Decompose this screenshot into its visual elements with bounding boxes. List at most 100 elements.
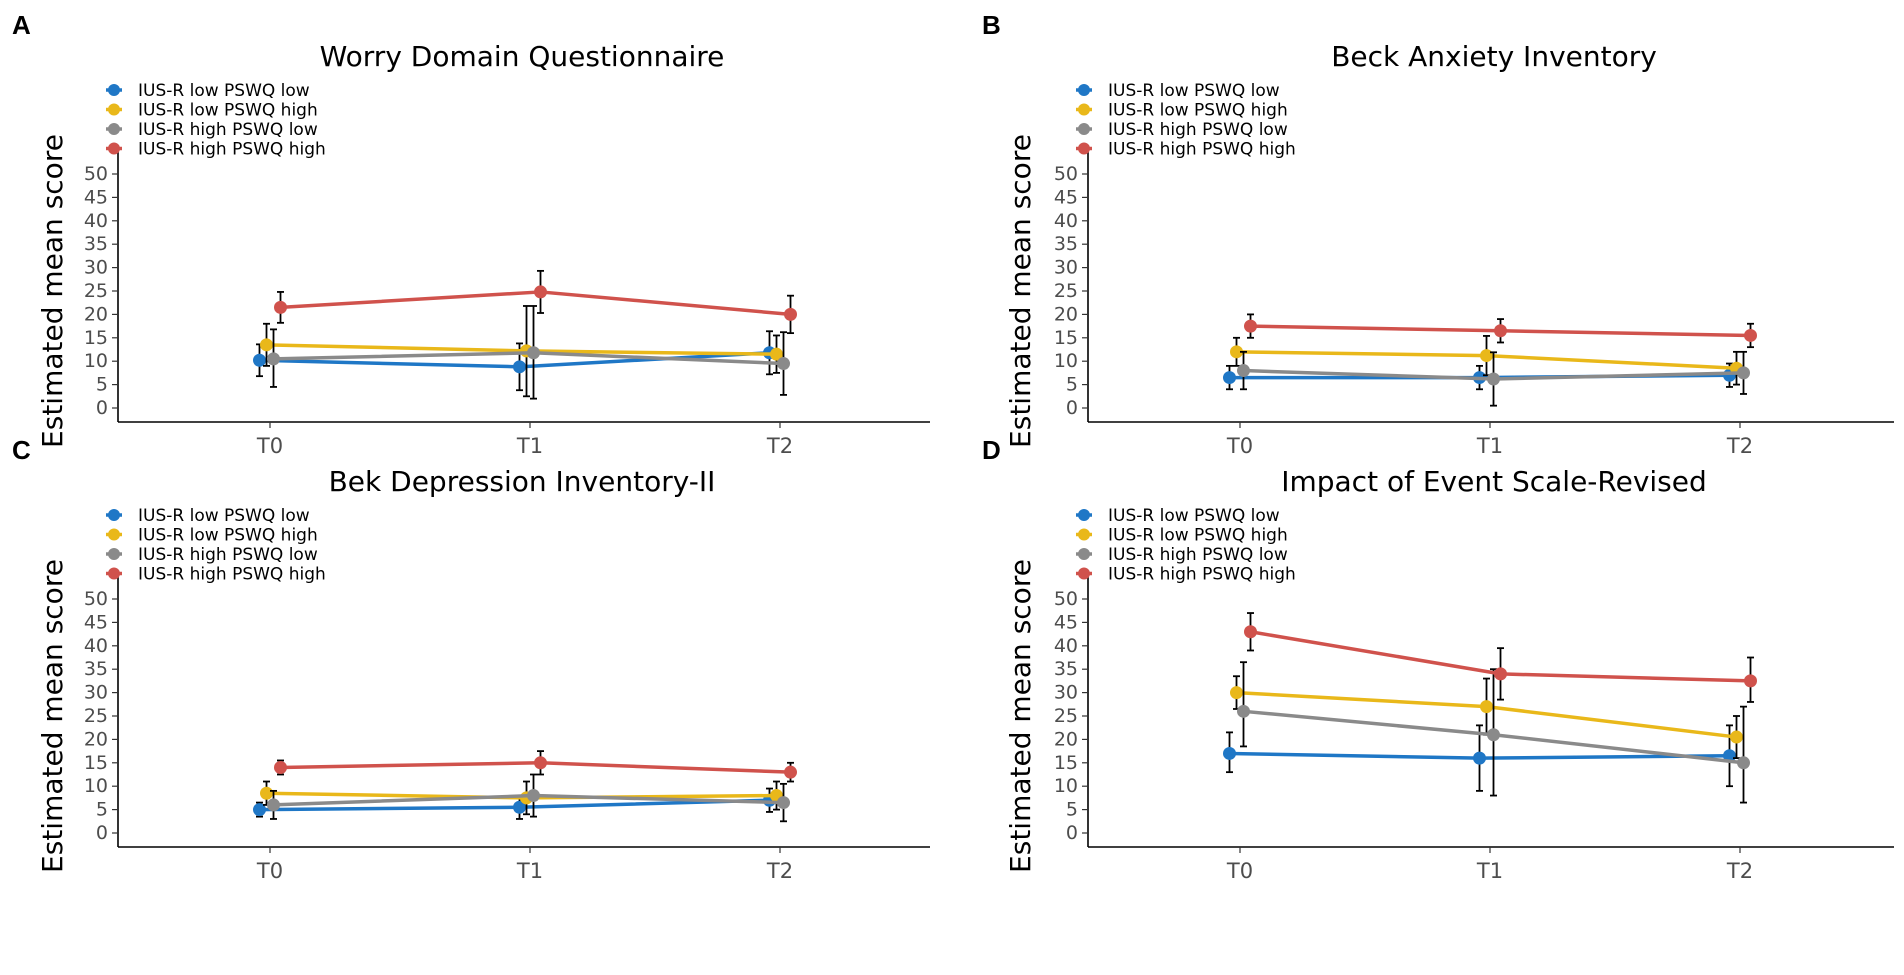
panel-a: A Worry Domain Questionnaire Estimated mea… bbox=[12, 10, 930, 458]
y-tick-label: 50 bbox=[84, 588, 108, 610]
chart-title: Worry Domain Questionnaire bbox=[320, 40, 725, 73]
legend-key-point bbox=[108, 123, 120, 135]
data-point bbox=[1730, 730, 1743, 744]
y-tick-label: 45 bbox=[84, 611, 108, 633]
y-tick-label: 15 bbox=[84, 752, 108, 774]
data-point bbox=[534, 756, 547, 770]
legend-label: IUS-R low PSWQ high bbox=[138, 101, 318, 121]
y-tick-label: 45 bbox=[1054, 611, 1078, 633]
y-tick-label: 20 bbox=[1054, 728, 1078, 750]
y-tick-label: 30 bbox=[1054, 257, 1078, 279]
legend-label: IUS-R low PSWQ low bbox=[1108, 506, 1280, 526]
y-tick-label: 0 bbox=[96, 397, 108, 419]
legend-key-point bbox=[108, 142, 120, 155]
y-tick-label: 25 bbox=[84, 280, 108, 302]
x-tick-label: T1 bbox=[516, 434, 543, 458]
y-tick-label: 40 bbox=[84, 210, 108, 232]
y-axis-label: Estimated mean score bbox=[1004, 134, 1037, 448]
x-tick-label: T0 bbox=[1226, 434, 1253, 458]
y-tick-label: 15 bbox=[84, 327, 108, 349]
y-tick-label: 20 bbox=[84, 728, 108, 750]
x-tick-label: T1 bbox=[1476, 859, 1503, 883]
y-tick-label: 50 bbox=[1054, 588, 1078, 610]
data-point bbox=[1473, 751, 1486, 765]
x-tick-label: T2 bbox=[1726, 434, 1753, 458]
data-point bbox=[253, 803, 266, 817]
y-tick-label: 45 bbox=[1054, 186, 1078, 208]
legend-key-point bbox=[1078, 84, 1090, 96]
data-point bbox=[784, 765, 797, 779]
y-tick-label: 5 bbox=[96, 799, 108, 821]
y-axis-label: Estimated mean score bbox=[1004, 559, 1037, 873]
x-tick-label: T2 bbox=[766, 859, 793, 883]
legend-key-point bbox=[108, 84, 120, 96]
data-point bbox=[513, 800, 526, 814]
data-point bbox=[770, 347, 783, 361]
y-tick-label: 10 bbox=[84, 775, 108, 797]
y-tick-label: 25 bbox=[1054, 280, 1078, 302]
y-tick-label: 40 bbox=[1054, 210, 1078, 232]
panel-letter: D bbox=[982, 435, 1001, 465]
data-point bbox=[1244, 625, 1257, 639]
y-tick-label: 35 bbox=[1054, 658, 1078, 680]
legend-label: IUS-R high PSWQ high bbox=[138, 565, 326, 585]
data-point bbox=[1244, 319, 1257, 333]
y-tick-label: 30 bbox=[84, 682, 108, 704]
legend-key-point bbox=[1078, 509, 1090, 521]
data-point bbox=[1744, 674, 1757, 688]
data-point bbox=[267, 798, 280, 812]
legend-key-point bbox=[1078, 548, 1090, 560]
data-point bbox=[1723, 749, 1736, 763]
legend-key-point bbox=[1078, 528, 1090, 541]
legend-label: IUS-R high PSWQ low bbox=[138, 120, 318, 140]
data-point bbox=[1223, 371, 1236, 385]
y-tick-label: 0 bbox=[96, 822, 108, 844]
y-tick-label: 0 bbox=[1066, 822, 1078, 844]
legend-label: IUS-R high PSWQ high bbox=[1108, 140, 1296, 160]
y-tick-label: 40 bbox=[1054, 635, 1078, 657]
y-tick-label: 20 bbox=[1054, 303, 1078, 325]
y-tick-label: 30 bbox=[1054, 682, 1078, 704]
data-point bbox=[1494, 324, 1507, 338]
y-tick-label: 25 bbox=[1054, 705, 1078, 727]
y-axis-label: Estimated mean score bbox=[36, 559, 69, 873]
data-point bbox=[1480, 700, 1493, 714]
data-point bbox=[260, 786, 273, 800]
panel-b: B Beck Anxiety Inventory Estimated mean sc… bbox=[982, 10, 1894, 458]
x-tick-label: T0 bbox=[1226, 859, 1253, 883]
legend-label: IUS-R high PSWQ high bbox=[1108, 565, 1296, 585]
legend-label: IUS-R high PSWQ low bbox=[1108, 120, 1288, 140]
y-tick-label: 25 bbox=[84, 705, 108, 727]
legend-key-point bbox=[108, 548, 120, 560]
legend-label: IUS-R low PSWQ low bbox=[1108, 81, 1280, 101]
legend-key-point bbox=[108, 528, 120, 541]
legend-label: IUS-R low PSWQ high bbox=[1108, 526, 1288, 546]
panel-letter: C bbox=[12, 435, 31, 465]
y-tick-label: 35 bbox=[84, 233, 108, 255]
legend-key-point bbox=[108, 103, 120, 116]
y-tick-label: 5 bbox=[1066, 374, 1078, 396]
data-point bbox=[1487, 728, 1500, 742]
y-tick-label: 10 bbox=[1054, 350, 1078, 372]
data-point bbox=[1230, 345, 1243, 359]
y-tick-label: 40 bbox=[84, 635, 108, 657]
data-point bbox=[527, 789, 540, 803]
y-tick-label: 50 bbox=[84, 163, 108, 185]
x-tick-label: T0 bbox=[256, 859, 283, 883]
y-tick-label: 5 bbox=[1066, 799, 1078, 821]
legend-label: IUS-R high PSWQ high bbox=[138, 140, 326, 160]
panel-d: D Impact of Event Scale-Revised Estimated … bbox=[982, 435, 1894, 883]
y-tick-label: 35 bbox=[1054, 233, 1078, 255]
legend-label: IUS-R low PSWQ low bbox=[138, 81, 310, 101]
x-tick-label: T0 bbox=[256, 434, 283, 458]
data-point bbox=[1487, 372, 1500, 386]
x-tick-label: T2 bbox=[1726, 859, 1753, 883]
x-tick-label: T1 bbox=[516, 859, 543, 883]
data-point bbox=[1494, 667, 1507, 681]
data-point bbox=[1237, 364, 1250, 378]
legend-key-point bbox=[108, 509, 120, 521]
legend-label: IUS-R high PSWQ low bbox=[1108, 545, 1288, 565]
y-tick-label: 20 bbox=[84, 303, 108, 325]
data-point bbox=[260, 338, 273, 352]
